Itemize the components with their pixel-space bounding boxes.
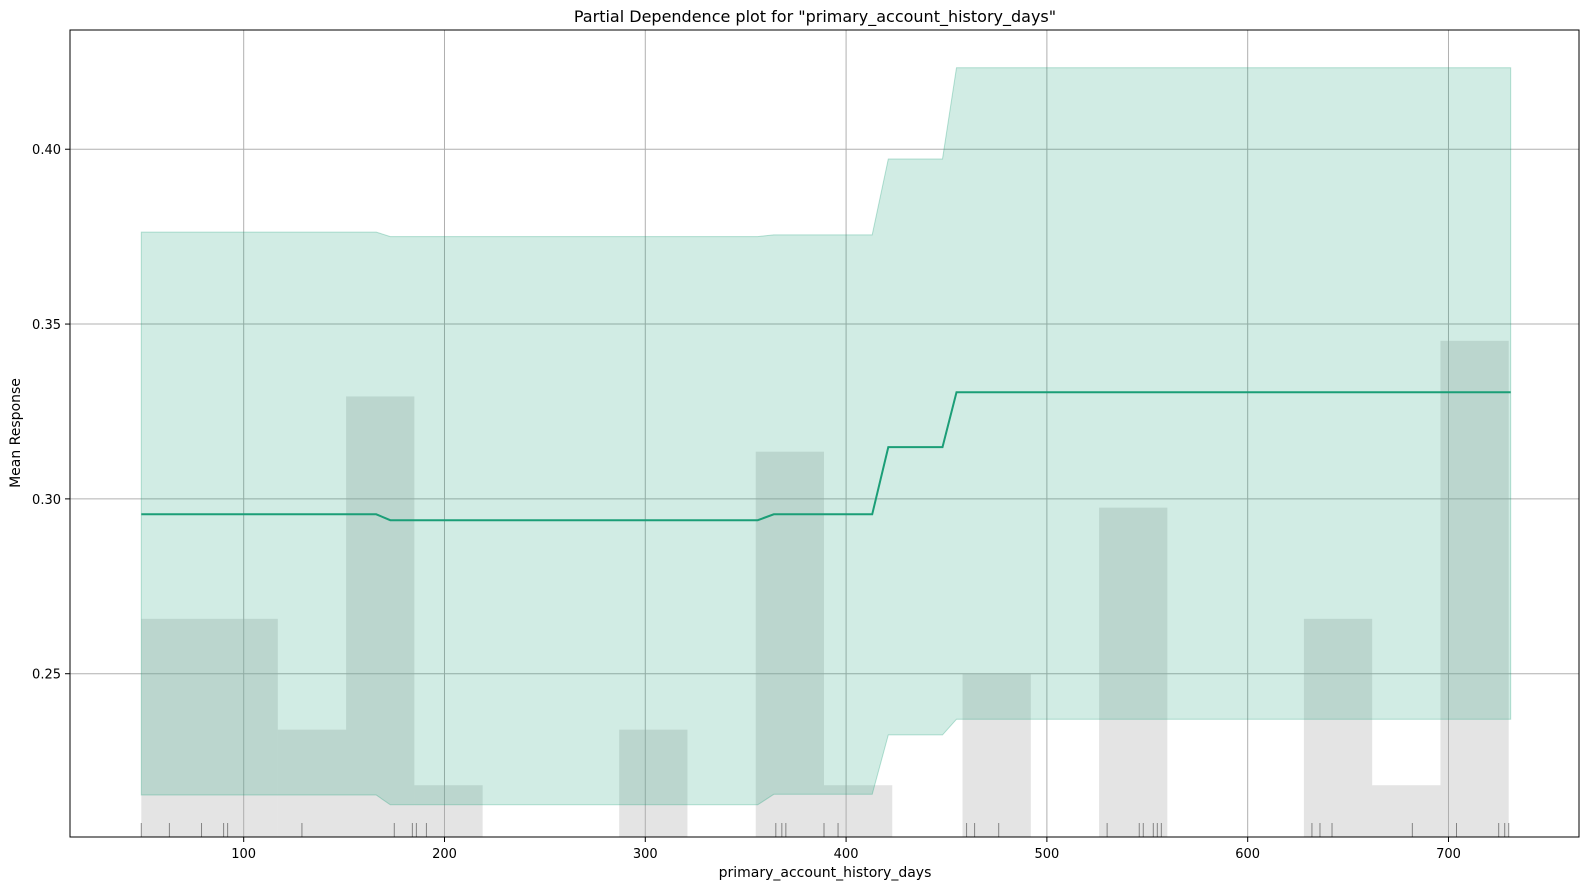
histogram-bar (346, 396, 415, 837)
x-tick-label: 700 (1436, 847, 1461, 862)
confidence-band (140, 67, 1512, 806)
y-tick-label: 0.30 (32, 493, 61, 508)
confidence-band-area (140, 67, 1512, 806)
histogram-bar (1303, 618, 1373, 837)
histogram-bar (1099, 507, 1168, 837)
x-axis-title: primary_account_history_days (719, 865, 932, 881)
rug-marks (140, 823, 1510, 837)
y-tick-label: 0.40 (32, 143, 61, 158)
y-axis-title: Mean Response (8, 378, 24, 488)
histogram-bar (823, 785, 893, 837)
histogram-bar (277, 729, 347, 837)
histogram-bars (141, 340, 1509, 837)
histogram-bar (619, 729, 688, 837)
x-tick-label: 300 (633, 847, 658, 862)
y-tick-label: 0.25 (32, 668, 61, 683)
chart-title: Partial Dependence plot for "primary_acc… (574, 7, 1056, 27)
x-tick-label: 500 (1034, 847, 1059, 862)
x-axis: 100 200 300 400 500 600 700 (231, 837, 1461, 862)
grid-lines (70, 30, 1579, 837)
x-tick-label: 100 (231, 847, 256, 862)
x-tick-label: 400 (834, 847, 859, 862)
x-tick-label: 600 (1235, 847, 1260, 862)
x-tick-label: 200 (432, 847, 457, 862)
histogram-bar (1372, 785, 1441, 837)
histogram-bar (414, 785, 483, 837)
histogram-bar (141, 618, 278, 837)
plot-frame (69, 29, 1580, 838)
mean-response-line (141, 391, 1511, 522)
histogram-bar (1440, 340, 1509, 837)
series-line (141, 391, 1511, 522)
y-axis: 0.25 0.30 0.35 0.40 (32, 143, 70, 683)
y-tick-label: 0.35 (32, 318, 61, 333)
histogram-bar (962, 674, 1031, 837)
